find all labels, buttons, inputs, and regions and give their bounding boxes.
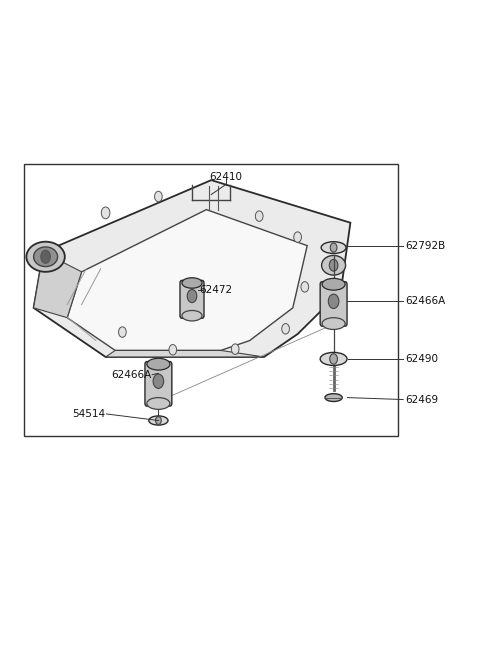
Circle shape [330,243,337,252]
Ellipse shape [34,247,58,267]
Polygon shape [34,180,350,357]
Text: 62466A: 62466A [111,369,151,380]
Circle shape [156,417,161,424]
Circle shape [231,344,239,354]
Circle shape [119,327,126,337]
Text: 62466A: 62466A [406,296,446,307]
FancyBboxPatch shape [320,282,347,326]
Polygon shape [67,210,307,350]
Ellipse shape [182,278,202,288]
Circle shape [294,232,301,242]
Circle shape [41,250,50,263]
Text: 62410: 62410 [209,172,242,182]
Ellipse shape [320,352,347,365]
Text: 62490: 62490 [406,354,439,364]
Ellipse shape [147,398,170,409]
Text: 62472: 62472 [199,284,232,295]
FancyBboxPatch shape [145,362,172,406]
Circle shape [255,211,263,221]
FancyBboxPatch shape [180,280,204,318]
Ellipse shape [322,255,346,275]
Ellipse shape [322,278,345,290]
Circle shape [282,324,289,334]
Ellipse shape [26,242,65,272]
Circle shape [101,207,110,219]
Ellipse shape [325,394,342,402]
Ellipse shape [149,416,168,425]
Circle shape [155,191,162,202]
Circle shape [328,294,339,309]
Text: 62469: 62469 [406,394,439,405]
Ellipse shape [147,358,170,370]
Bar [24,164,398,436]
Circle shape [301,282,309,292]
Ellipse shape [322,318,345,329]
Ellipse shape [321,242,346,253]
Circle shape [153,374,164,388]
Polygon shape [106,350,264,357]
Polygon shape [34,252,82,318]
Circle shape [330,354,337,364]
Text: 62792B: 62792B [406,240,446,251]
Ellipse shape [182,310,202,321]
Text: 54514: 54514 [72,409,106,419]
Circle shape [169,345,177,355]
Circle shape [187,290,197,303]
Circle shape [329,259,338,271]
